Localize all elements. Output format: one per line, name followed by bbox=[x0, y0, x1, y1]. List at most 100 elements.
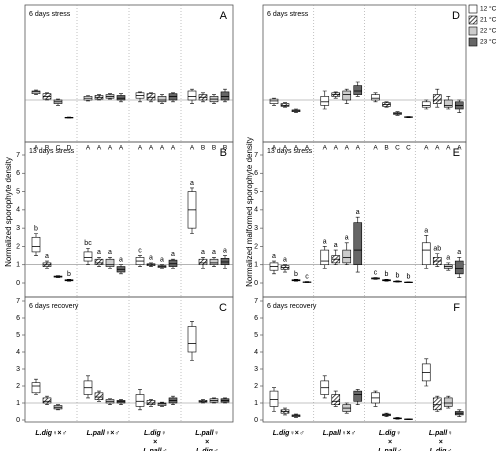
significance-label: A bbox=[435, 145, 440, 152]
box bbox=[187, 90, 197, 101]
x-category-label: L.pall♂ bbox=[378, 448, 402, 451]
significance-label: a bbox=[201, 249, 205, 256]
significance-label: A bbox=[283, 145, 288, 152]
panel-letter: E bbox=[453, 147, 460, 159]
box bbox=[31, 382, 41, 394]
significance-label: a bbox=[323, 238, 327, 245]
box bbox=[83, 251, 93, 262]
significance-label: A bbox=[356, 145, 361, 152]
significance-label: A bbox=[272, 145, 277, 152]
box bbox=[320, 96, 330, 106]
x-category-label: × bbox=[388, 439, 392, 446]
box bbox=[31, 236, 41, 253]
significance-label: b bbox=[385, 271, 389, 278]
y-tick-label: 3 bbox=[16, 366, 20, 373]
y-tick-label: 4 bbox=[254, 349, 258, 356]
significance-label: C bbox=[56, 145, 61, 152]
x-category-label: × bbox=[153, 439, 157, 446]
panel-annotation: 6 days stress bbox=[267, 11, 309, 18]
significance-label: A bbox=[138, 145, 143, 152]
x-category-label: L.pall♂ bbox=[143, 448, 167, 451]
significance-label: A bbox=[373, 145, 378, 152]
x-category-label: L.dig♀×♂ bbox=[273, 430, 304, 437]
significance-label: b bbox=[407, 274, 411, 281]
box bbox=[168, 93, 178, 101]
box bbox=[135, 394, 145, 407]
box bbox=[157, 402, 167, 406]
x-category-label: L.pall♀ bbox=[195, 430, 219, 437]
significance-label: b bbox=[396, 273, 400, 280]
box bbox=[432, 397, 442, 411]
box bbox=[280, 103, 290, 107]
significance-label: A bbox=[424, 145, 429, 152]
box bbox=[94, 258, 104, 266]
significance-label: a bbox=[108, 249, 112, 256]
panel-letter: C bbox=[219, 302, 227, 314]
panel-annotation: 6 days recovery bbox=[267, 303, 317, 310]
significance-label: A bbox=[97, 145, 102, 152]
panel-frame bbox=[24, 141, 234, 298]
significance-label: C bbox=[406, 145, 411, 152]
box bbox=[454, 260, 464, 275]
significance-label: b bbox=[67, 271, 71, 278]
x-category-label: L.dig♂ bbox=[430, 448, 452, 451]
box bbox=[371, 94, 380, 101]
legend-swatch bbox=[468, 26, 478, 36]
box bbox=[443, 397, 453, 407]
significance-label: A bbox=[86, 145, 91, 152]
box bbox=[116, 95, 126, 101]
legend-label: 21 °C bbox=[480, 16, 497, 24]
significance-label: A bbox=[457, 145, 462, 152]
significance-label: ab bbox=[433, 246, 441, 253]
significance-label: a bbox=[446, 255, 450, 262]
y-axis-label: Normalized sporophyte density bbox=[4, 157, 13, 267]
significance-label: a bbox=[283, 257, 287, 264]
y-tick-label: 1 bbox=[254, 400, 258, 407]
box bbox=[220, 91, 230, 101]
panel-frame bbox=[24, 4, 234, 143]
significance-label: a bbox=[345, 235, 349, 242]
y-tick-label: 0 bbox=[254, 417, 258, 424]
y-tick-label: 1 bbox=[254, 262, 258, 269]
significance-label: A bbox=[149, 145, 154, 152]
panel-letter: F bbox=[453, 302, 460, 314]
box bbox=[105, 258, 115, 267]
legend-label: 23 °C bbox=[480, 38, 497, 46]
significance-label: c bbox=[138, 247, 142, 254]
x-category-label: L.dig♂ bbox=[196, 448, 218, 451]
significance-label: A bbox=[108, 145, 113, 152]
legend-label: 22 °C bbox=[480, 27, 497, 35]
y-tick-label: 7 bbox=[16, 152, 20, 159]
box bbox=[31, 90, 41, 95]
panel-letter: B bbox=[220, 147, 227, 159]
y-tick-label: 4 bbox=[254, 207, 258, 214]
y-tick-label: 4 bbox=[16, 349, 20, 356]
significance-label: a bbox=[45, 253, 49, 260]
significance-label: c bbox=[305, 273, 309, 280]
y-axis-label: Normalized malformed sporophyte density bbox=[245, 137, 254, 287]
box bbox=[269, 98, 279, 104]
significance-label: A bbox=[345, 145, 350, 152]
legend-swatch bbox=[468, 4, 478, 14]
box bbox=[94, 392, 104, 400]
panel-annotation: 6 days recovery bbox=[29, 303, 79, 310]
significance-label: B bbox=[223, 145, 227, 152]
box bbox=[342, 249, 352, 264]
box bbox=[146, 400, 156, 406]
y-tick-label: 6 bbox=[254, 170, 258, 177]
x-category-label: L.pall♀ bbox=[429, 430, 453, 437]
significance-label: A bbox=[446, 145, 451, 152]
box bbox=[331, 394, 341, 405]
box bbox=[443, 99, 453, 108]
legend-swatch bbox=[468, 15, 478, 25]
box bbox=[342, 90, 352, 101]
box bbox=[168, 259, 178, 267]
y-tick-label: 7 bbox=[254, 298, 258, 305]
y-tick-label: 2 bbox=[16, 243, 20, 250]
significance-label: B bbox=[201, 145, 205, 152]
significance-label: A bbox=[190, 145, 195, 152]
y-tick-label: 5 bbox=[16, 188, 20, 195]
significance-label: A bbox=[171, 145, 176, 152]
